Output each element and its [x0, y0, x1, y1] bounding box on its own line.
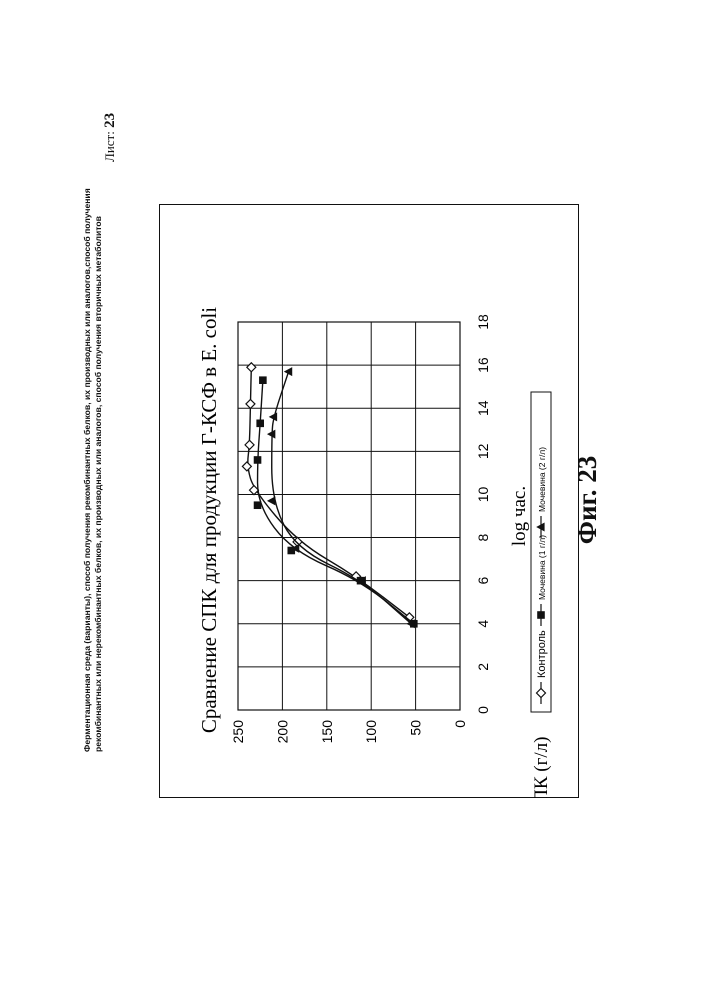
series-3 [267, 367, 415, 628]
sheet-number-block: Лист: 23 [102, 92, 122, 162]
x-tick-label: 12 [475, 443, 491, 459]
x-tick-label: 18 [475, 314, 491, 330]
legend-label: Мочевина (1 г/л) [537, 535, 547, 600]
diamond-open-marker [245, 440, 254, 449]
data-point [267, 430, 275, 439]
diamond-open-marker [246, 399, 255, 408]
x-tick-label: 2 [475, 663, 491, 671]
plot-area [238, 322, 460, 710]
series-line [258, 380, 414, 624]
diamond-open-marker [242, 462, 251, 471]
sheet-label: Лист: [102, 131, 117, 162]
x-tick-label: 10 [475, 486, 491, 502]
patent-title-line-2: рекомбинантных или нерекомбинантных белк… [93, 92, 104, 752]
data-point [537, 611, 545, 619]
square-filled-marker [256, 420, 264, 428]
legend-label: Мочевина (2 г/л) [537, 447, 547, 512]
data-point [259, 376, 267, 384]
series-1 [242, 363, 414, 622]
triangle-filled-marker [267, 430, 275, 439]
data-point [247, 363, 256, 372]
figure-caption-block: Фиг. 23 [560, 400, 620, 600]
y-tick-label: 100 [363, 720, 379, 744]
legend-label: Контроль [536, 630, 548, 678]
data-point [267, 496, 275, 505]
series-line [272, 372, 411, 624]
patent-title-line-1: Ферментационная среда (варианты), способ… [82, 92, 93, 752]
sheet-number: 23 [102, 113, 118, 128]
series-line [248, 367, 410, 617]
x-tick-label: 16 [475, 357, 491, 373]
square-filled-marker [254, 501, 262, 509]
x-tick-label: 8 [475, 533, 491, 541]
y-tick-label: 0 [452, 720, 468, 728]
square-filled-marker [537, 611, 545, 619]
series-2 [254, 376, 418, 627]
triangle-filled-marker [267, 496, 275, 505]
data-point [254, 501, 262, 509]
x-tick-label: 14 [475, 400, 491, 416]
y-tick-label: 200 [274, 720, 290, 744]
square-filled-marker [259, 376, 267, 384]
figure-caption: Фиг. 23 [572, 400, 603, 600]
chart-title: Сравнение СПК для продукции Г-КСФ в E. c… [197, 307, 221, 733]
y-tick-label: 250 [230, 720, 246, 744]
x-tick-label: 6 [475, 577, 491, 585]
x-tick-label: 4 [475, 620, 491, 628]
data-point [256, 420, 264, 428]
y-tick-label: 50 [408, 720, 424, 736]
square-filled-marker [254, 456, 262, 464]
x-tick-label: 0 [475, 706, 491, 714]
y-tick-label: 150 [319, 720, 335, 744]
patent-header: Ферментационная среда (варианты), способ… [82, 92, 122, 752]
chart: 0 50 100 150 200 250 0 2 4 6 8 10 12 14 16 18 Сравнение … [159, 204, 579, 798]
data-point [254, 456, 262, 464]
data-point [242, 462, 251, 471]
data-point [246, 399, 255, 408]
x-axis-label: log час. [509, 486, 530, 546]
diamond-open-marker [247, 363, 256, 372]
y-axis-label: СПК (г/л) [531, 736, 552, 798]
data-point [245, 440, 254, 449]
